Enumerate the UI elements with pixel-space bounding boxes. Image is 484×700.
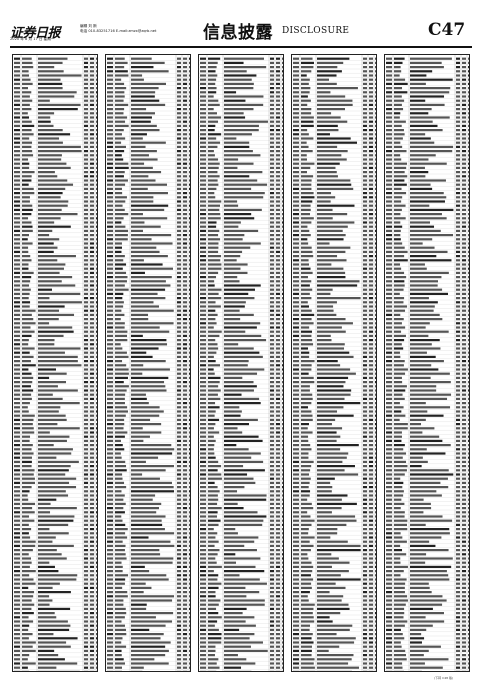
table-column [12,54,98,672]
table-texture [385,55,469,671]
section-title: 信息披露 [203,23,273,43]
table-texture [106,55,190,671]
disclosure-columns [12,54,472,672]
table-column [198,54,284,672]
header-rule [10,46,472,48]
table-texture [13,55,97,671]
masthead-meta: 编辑 刘 斯 电话 010-83251716 E-mail:zmzx@zqrb.… [80,24,156,33]
table-column [291,54,377,672]
table-column [384,54,470,672]
newspaper-logo: 证券日报 [10,26,61,41]
masthead: 证券日报 编辑 刘 斯 电话 010-83251716 E-mail:zmzx@… [0,0,484,48]
section-title-en: DISCLOSURE [282,26,350,36]
continued-note: (下转 C48 版) [434,676,454,680]
issue-date: 2020 年 8 月 17 日 星期一 [10,37,55,41]
table-column [105,54,191,672]
contact-line: 电话 010-83251716 E-mail:zmzx@zqrb.net [80,28,157,33]
page-number: C47 [428,20,466,40]
table-texture [199,55,283,671]
editor-line: 编辑 刘 斯 [80,24,97,28]
table-texture [292,55,376,671]
